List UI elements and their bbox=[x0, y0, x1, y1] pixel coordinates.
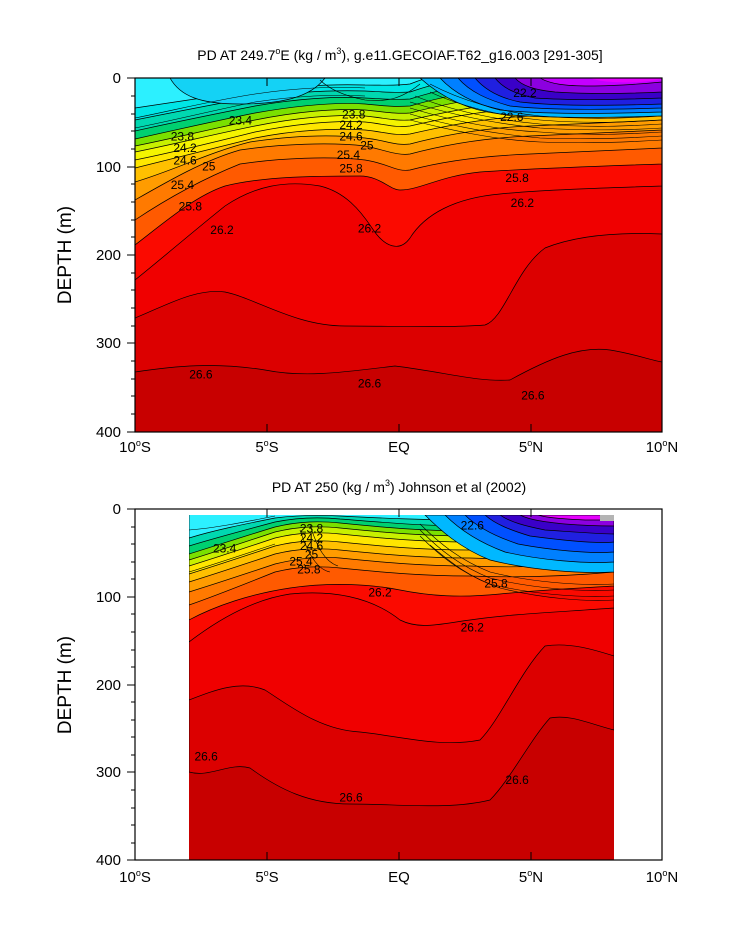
y-tick-label-0: 0 bbox=[113, 501, 121, 518]
y-tick-label-100: 100 bbox=[96, 589, 121, 606]
contour-label: 26.6 bbox=[521, 389, 545, 403]
y-tick-label-400: 400 bbox=[96, 424, 121, 441]
contour-label: 26.6 bbox=[339, 791, 363, 805]
contour-label: 26.2 bbox=[210, 223, 234, 237]
panel-top-x-tick-labels: 10oS 5oS EQ 5oN 10oN bbox=[119, 438, 678, 456]
panel-top-ticks bbox=[127, 77, 663, 433]
contour-label: 26.6 bbox=[505, 773, 529, 787]
contour-label: 24.2 bbox=[173, 141, 197, 155]
contour-label: 25 bbox=[202, 160, 216, 174]
contour-label: 24.6 bbox=[173, 153, 197, 167]
contour-label: 22.6 bbox=[461, 519, 485, 533]
contour-label: 26.2 bbox=[368, 585, 392, 599]
contour-label: 25.8 bbox=[505, 171, 529, 185]
contour-label: 25.4 bbox=[171, 178, 195, 192]
panel-bottom-contour-fill bbox=[189, 515, 614, 860]
panel-bottom: PD AT 250 (kg / m3) Johnson et al (2002) bbox=[55, 478, 678, 886]
contour-label: 25.4 bbox=[337, 148, 361, 162]
x-tick-label-10n: 10oN bbox=[646, 438, 679, 456]
panel-bottom-ticks bbox=[127, 508, 663, 861]
panel-top-title: PD AT 249.7oE (kg / m3), g.e11.GECOIAF.T… bbox=[197, 46, 602, 63]
y-tick-label-200: 200 bbox=[96, 677, 121, 694]
density-band-23.2 bbox=[169, 78, 326, 105]
x-tick-label-10s: 10oS bbox=[119, 868, 151, 886]
x-tick-label-10s: 10oS bbox=[119, 438, 151, 456]
contour-label: 26.2 bbox=[511, 196, 535, 210]
y-tick-label-300: 300 bbox=[96, 764, 121, 781]
contour-label: 26.6 bbox=[194, 749, 218, 763]
contour-label: 25 bbox=[305, 548, 319, 562]
contour-label: 26.2 bbox=[358, 221, 382, 235]
panel-top-y-tick-labels: 0 100 200 300 400 bbox=[96, 70, 121, 441]
panel-bottom-y-tick-labels: 0 100 200 300 400 bbox=[96, 501, 121, 869]
contour-label: 23.8 bbox=[300, 521, 324, 535]
y-tick-label-200: 200 bbox=[96, 247, 121, 264]
contour-label: 25.8 bbox=[484, 577, 508, 591]
contour-label: 25.8 bbox=[297, 563, 321, 577]
panel-top-y-axis-title: DEPTH (m) bbox=[55, 206, 76, 304]
contour-label: 25.4 bbox=[289, 555, 313, 569]
contour-label: 24.6 bbox=[339, 129, 363, 143]
contour-label: 26.2 bbox=[461, 620, 485, 634]
contour-label: 22.2 bbox=[513, 86, 537, 100]
x-tick-label-5s: 5oS bbox=[255, 438, 278, 456]
contour-label: 23.4 bbox=[213, 541, 237, 555]
contour-label: 23.8 bbox=[171, 129, 195, 143]
x-tick-label-5n: 5oN bbox=[519, 868, 543, 886]
y-tick-label-0: 0 bbox=[113, 70, 121, 87]
x-tick-label-eq: EQ bbox=[388, 869, 410, 886]
panel-top-isolines bbox=[135, 79, 662, 144]
x-tick-label-5s: 5oS bbox=[255, 868, 278, 886]
contour-label: 23.4 bbox=[229, 113, 253, 127]
contour-label: 25 bbox=[360, 138, 374, 152]
panel-top-contour-labels: 23.423.824.224.6 2525.425.826.223.824.224… bbox=[171, 86, 545, 403]
contour-label: 22.6 bbox=[500, 110, 524, 124]
panel-bottom-contour-labels: 23.423.824.224.62525.425.826.222.625.826… bbox=[194, 519, 529, 805]
contour-label: 24.2 bbox=[300, 531, 324, 545]
x-tick-label-eq: EQ bbox=[388, 439, 410, 456]
contour-label: 24.2 bbox=[339, 118, 363, 132]
contour-label: 26.6 bbox=[189, 367, 213, 381]
contour-label: 25.8 bbox=[339, 161, 363, 175]
y-tick-label-300: 300 bbox=[96, 335, 121, 352]
x-tick-label-10n: 10oN bbox=[646, 868, 679, 886]
panel-bottom-x-tick-labels: 10oS 5oS EQ 5oN 10oN bbox=[119, 868, 678, 886]
density-band-missing bbox=[600, 515, 614, 521]
contour-label: 26.6 bbox=[358, 376, 382, 390]
panel-top-contour-fill bbox=[135, 78, 662, 432]
panel-bottom-title: PD AT 250 (kg / m3) Johnson et al (2002) bbox=[272, 478, 526, 495]
density-band-21.6 bbox=[590, 78, 662, 83]
panel-top: PD AT 249.7oE (kg / m3), g.e11.GECOIAF.T… bbox=[55, 46, 678, 456]
contour-label: 23.8 bbox=[342, 107, 366, 121]
contour-label: 24.6 bbox=[300, 539, 324, 553]
y-tick-label-100: 100 bbox=[96, 159, 121, 176]
y-tick-label-400: 400 bbox=[96, 852, 121, 869]
panel-bottom-y-axis-title: DEPTH (m) bbox=[55, 636, 76, 734]
contour-label: 25.8 bbox=[179, 199, 203, 213]
x-tick-label-5n: 5oN bbox=[519, 438, 543, 456]
panel-bottom-isolines bbox=[189, 515, 614, 601]
